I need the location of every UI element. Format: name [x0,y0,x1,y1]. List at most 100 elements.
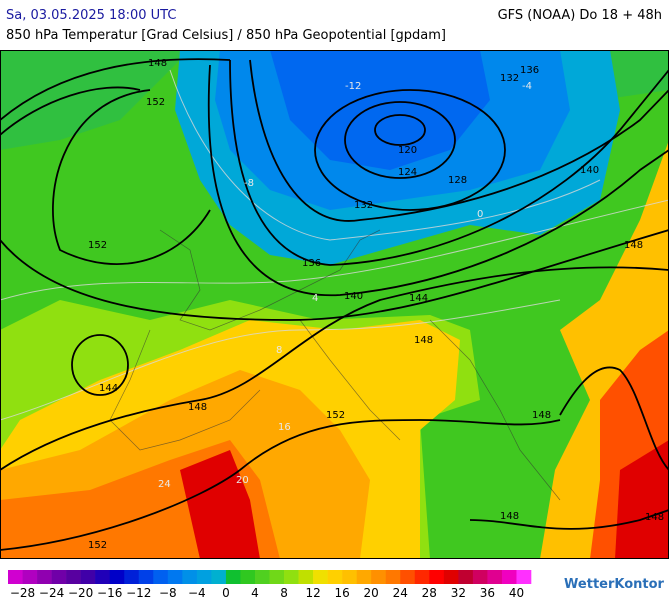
legend-swatch [487,570,503,584]
legend-swatch [269,570,285,584]
geopotential-isoline [344,101,456,179]
legend-swatch [414,570,430,584]
color-legend: −28 −24 −20 −16 −12 −8 −4 0 4 8 12 16 20 24 28 32 36 40 [8,570,532,600]
legend-label: 0 [222,586,230,600]
legend-swatch [8,570,23,584]
legend-swatch [472,570,488,584]
legend-swatch [95,570,110,584]
contour-label: 132 [354,200,373,211]
geopotential-isoline [314,89,506,211]
isotherm-label: 4 [312,293,318,304]
isotherm-label: 8 [276,345,282,356]
geopotential-isoline [207,64,669,297]
legend-label: 24 [393,586,408,600]
geopotential-isoline [0,58,231,121]
contour-label: 136 [302,258,321,269]
model-run: GFS (NOAA) Do 18 + 48h [498,8,662,23]
geopotential-isoline [469,509,669,530]
contour-label: 148 [414,335,433,346]
legend-swatch [443,570,459,584]
legend-swatch [284,570,299,584]
temp-region [180,450,260,559]
legend-label: 8 [280,586,288,600]
contour-label: 140 [344,291,363,302]
geopotential-labels: 148 152 152 144 148 120 124 128 132 136 … [88,58,664,551]
contour-label: 152 [88,540,107,551]
contour-label: 148 [532,410,551,421]
legend-swatch [429,570,445,584]
geopotential-isoline [0,419,561,551]
legend-swatch [371,570,387,584]
contour-label: 120 [398,145,417,156]
contour-label: 148 [500,511,519,522]
isotherm-label: 0 [477,209,483,220]
legend-label: 40 [509,586,524,600]
legend-swatch [37,570,52,584]
legend-label: −4 [188,586,206,600]
contour-label: 148 [624,240,643,251]
legend-swatch [80,570,96,584]
legend-swatch [458,570,474,584]
legend-swatch [501,570,517,584]
geopotential-isoline [0,86,141,136]
legend-swatch [327,570,343,584]
geopotential-isoline [249,59,669,222]
legend-swatch [356,570,372,584]
isotherm-label: 16 [278,422,291,433]
legend-label: −16 [97,586,122,600]
contour-label: 144 [409,293,428,304]
contour-label: 140 [580,165,599,176]
contour-label: 148 [188,402,207,413]
contour-label: 124 [398,167,417,178]
contour-label: 132 [500,73,519,84]
legend-swatch [22,570,38,584]
geopotential-isoline [374,114,426,146]
coastline [109,229,561,501]
legend-label: 16 [334,586,349,600]
legend-swatch [109,570,125,584]
legend-label: 28 [422,586,437,600]
legend-swatch [342,570,357,584]
temp-region [270,50,490,170]
geopotential-isoline [0,266,669,471]
legend-swatch [153,570,169,584]
legend-label: −12 [126,586,151,600]
legend-swatch [254,570,270,584]
legend-label: 32 [451,586,466,600]
legend-label: 12 [305,586,320,600]
legend-swatch [400,570,416,584]
legend-swatch [196,570,212,584]
contour-label: 148 [148,58,167,69]
isotherm-label: -4 [522,81,532,92]
contour-label: 152 [146,97,165,108]
geopotential-isoline [71,334,129,396]
legend-swatch [225,570,241,584]
isotherm-label: -8 [244,178,254,189]
legend-label: −28 [10,586,35,600]
isotherm-label: -12 [345,81,361,92]
legend-label: −24 [39,586,64,600]
brand-logo: WetterKontor [564,577,665,592]
temp-region [615,440,669,559]
subtitle: 850 hPa Temperatur [Grad Celsius] / 850 … [6,28,446,43]
isotherm-label: 20 [236,475,249,486]
map: 148 152 152 144 148 120 124 128 132 136 … [0,50,669,559]
temperature-isoline [0,199,669,301]
geopotential-isoline [229,59,669,266]
geopotential-isoline [559,366,669,471]
legend-swatch [516,570,532,584]
isotherm-label: 24 [158,479,171,490]
contour-label: 152 [88,240,107,251]
legend-swatch [167,570,183,584]
legend-swatch [385,570,401,584]
legend-swatch [313,570,328,584]
legend-swatch [124,570,140,584]
contour-label: 148 [645,512,664,523]
contour-label: 128 [448,175,467,186]
geopotential-isoline [52,89,211,265]
contour-label: 144 [99,383,118,394]
legend-swatch [66,570,81,584]
temperature-labels: -12 -8 -4 0 4 8 16 20 24 [158,81,532,490]
